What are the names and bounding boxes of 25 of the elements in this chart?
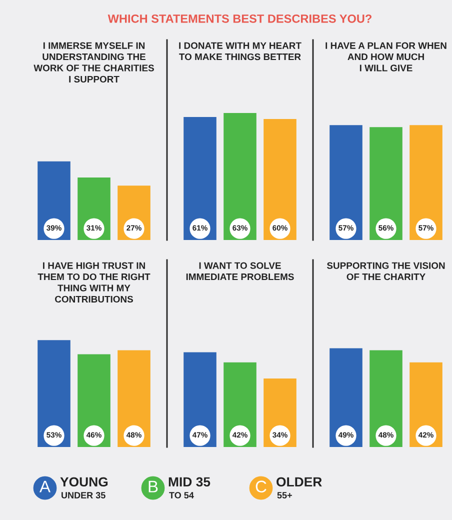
bar xyxy=(264,119,296,240)
text: A xyxy=(39,480,51,492)
x-tick-label: I HAVE A PLAN FOR WHEN AND HOW MUCH I WILL GIVE xyxy=(326,42,446,72)
bar xyxy=(330,348,362,447)
bar xyxy=(184,117,216,240)
bar xyxy=(330,125,362,240)
chart-title: WHICH STATEMENTS BEST DESCRIBES YOU? xyxy=(108,14,372,23)
x-tick-label: SUPPORTING THE VISION OF THE CHARITY xyxy=(326,262,445,280)
text: C xyxy=(256,480,266,492)
bar xyxy=(224,113,256,240)
bar xyxy=(370,127,402,240)
x-tick-label: I HAVE HIGH TRUST IN THEM TO DO THE RIGHT THING WITH MY CONTRIBUTIONS xyxy=(38,262,150,303)
bar xyxy=(118,350,150,447)
text: B xyxy=(148,480,158,492)
x-tick-label: I IMMERSE MYSELF IN UNDERSTANDING THE WORK OF THE CHARITIES I SUPPORT xyxy=(34,42,154,83)
x-tick-label: I DONATE WITH MY HEART TO MAKE THINGS BETTER xyxy=(179,42,302,60)
bar xyxy=(184,352,216,447)
legend-label: OLDER 55+ xyxy=(276,477,322,498)
bar xyxy=(410,125,442,240)
bar xyxy=(370,350,402,447)
bar xyxy=(78,354,110,447)
x-tick-label: I WANT TO SOLVE IMMEDIATE PROBLEMS xyxy=(186,262,294,280)
legend-label: YOUNG UNDER 35 xyxy=(60,477,108,498)
bar xyxy=(38,340,70,447)
legend-label: MID 35 TO 54 xyxy=(168,477,210,498)
